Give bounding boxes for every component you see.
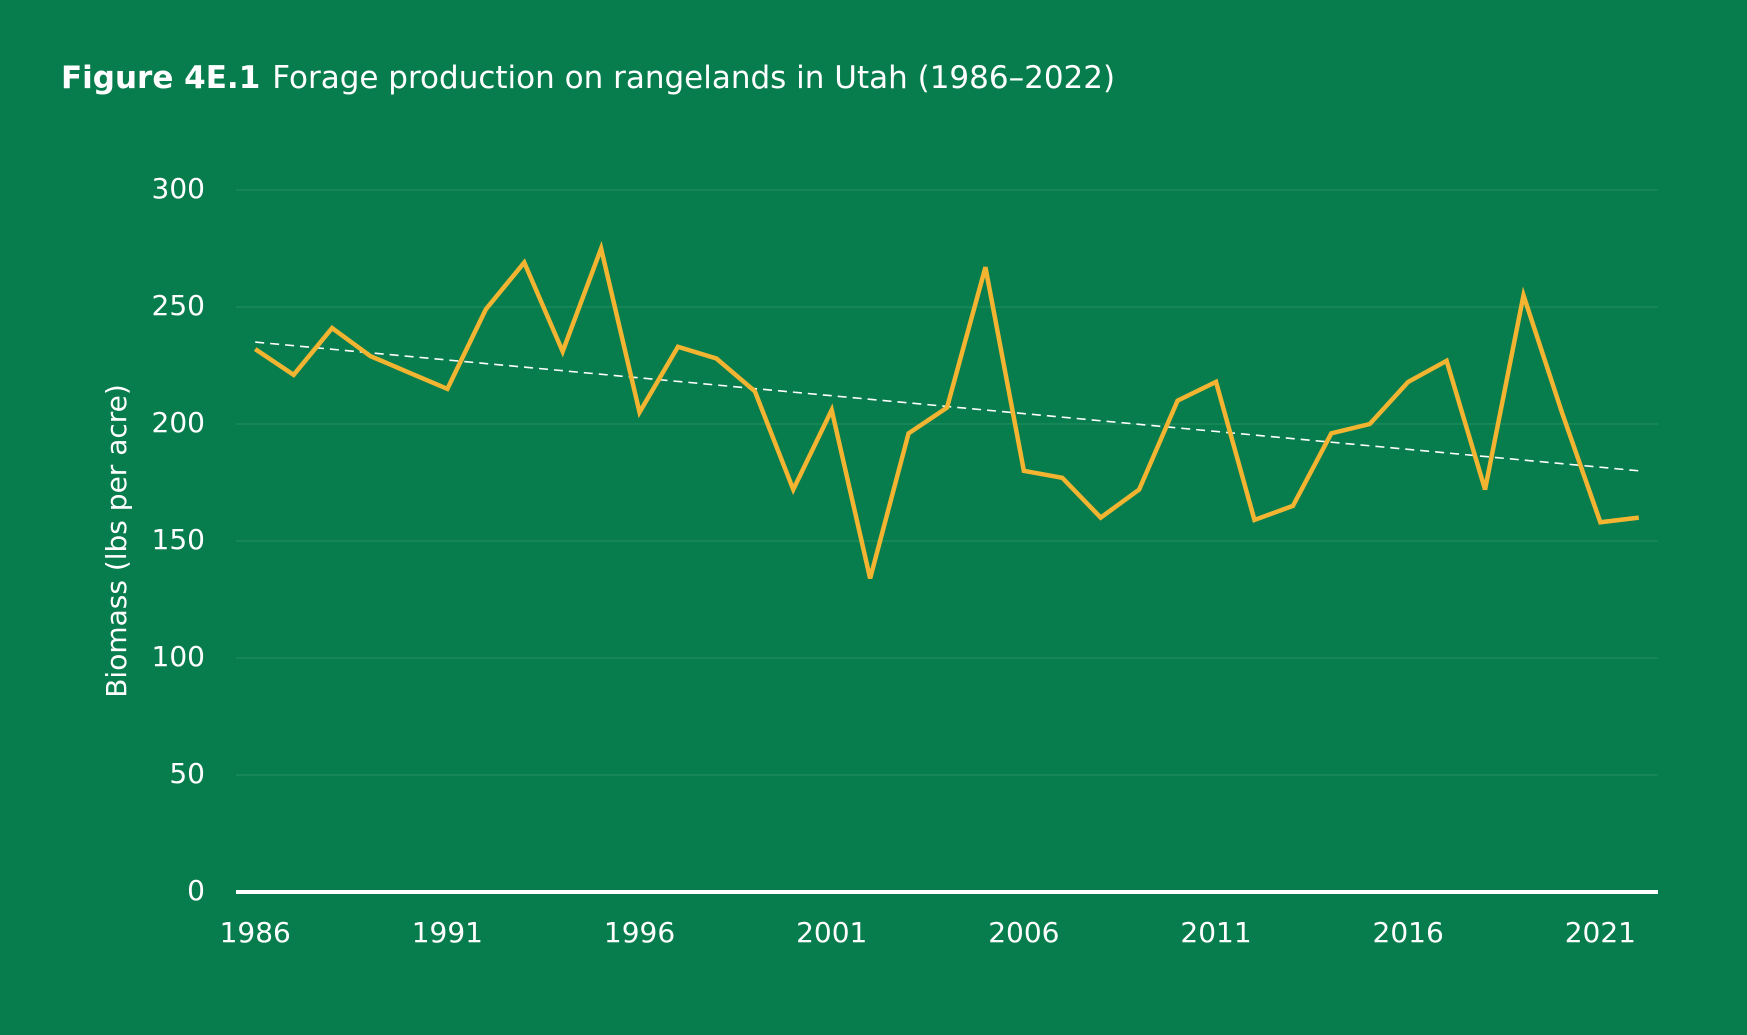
- x-tick-label: 1986: [220, 916, 291, 949]
- x-tick-label: 2006: [988, 916, 1059, 949]
- x-tick-label: 1996: [604, 916, 675, 949]
- x-tick-label: 2021: [1565, 916, 1636, 949]
- x-tick-label: 2016: [1373, 916, 1444, 949]
- y-axis-label: Biomass (lbs per acre): [100, 384, 133, 698]
- data-line: [253, 240, 1640, 580]
- y-tick-label: 100: [152, 640, 205, 673]
- y-tick-label: 50: [169, 757, 205, 790]
- x-tick-label: 2011: [1180, 916, 1251, 949]
- y-tick-label: 200: [152, 406, 205, 439]
- y-tick-label: 0: [187, 874, 205, 907]
- chart-title: Forage production on rangelands in Utah …: [272, 60, 1115, 96]
- x-tick-label: 2001: [796, 916, 867, 949]
- x-tick-label: 1991: [412, 916, 483, 949]
- figure-label: Figure 4E.1: [61, 60, 260, 96]
- y-tick-label: 300: [152, 172, 205, 205]
- title-line: Figure 4E.1 Forage production on rangelan…: [61, 60, 1115, 96]
- y-tick-label: 250: [152, 289, 205, 322]
- y-tick-label: 150: [152, 523, 205, 556]
